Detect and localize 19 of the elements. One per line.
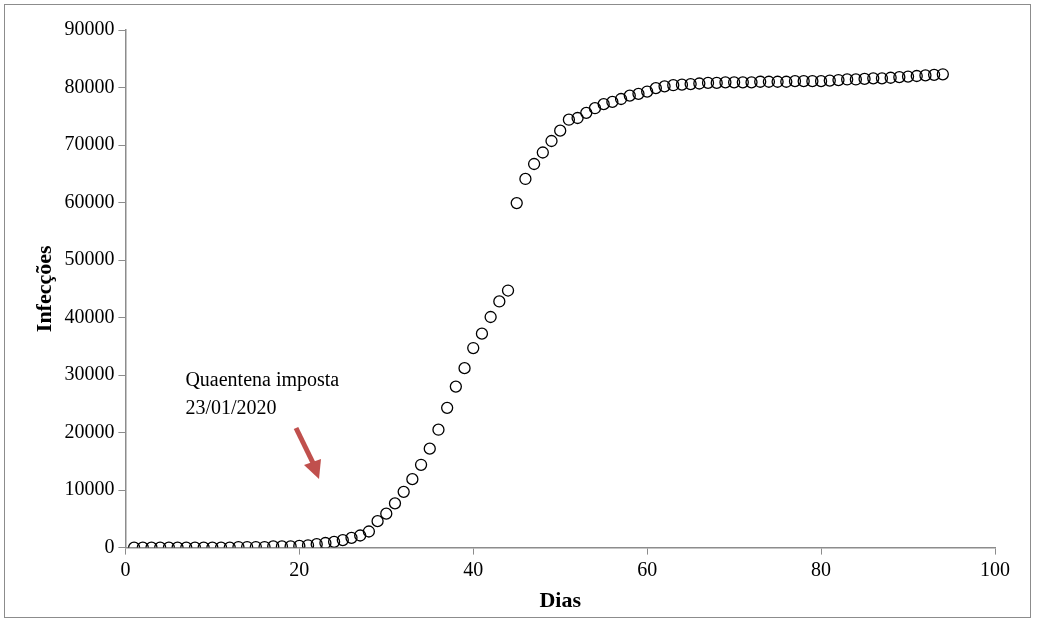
y-tick-label: 60000 bbox=[64, 189, 115, 212]
y-tick-label: 30000 bbox=[64, 362, 115, 385]
y-tick-label: 20000 bbox=[64, 419, 115, 442]
y-tick-label: 0 bbox=[104, 534, 115, 557]
y-tick-label: 40000 bbox=[64, 304, 115, 327]
x-axis-title: Dias bbox=[539, 587, 582, 613]
x-tick-label: 20 bbox=[289, 557, 310, 580]
y-tick-label: 90000 bbox=[64, 17, 115, 40]
y-axis-title: Infecções bbox=[30, 244, 56, 333]
x-tick-label: 100 bbox=[980, 557, 1010, 580]
x-tick-label: 80 bbox=[811, 557, 832, 580]
annotation: Quaentena imposta 23/01/2020 bbox=[185, 368, 340, 418]
x-tick-label: 40 bbox=[463, 557, 484, 580]
y-tick-label: 10000 bbox=[64, 477, 115, 500]
x-tick-label: 0 bbox=[120, 557, 131, 580]
y-tick-label: 50000 bbox=[64, 247, 115, 270]
y-tick-label: 80000 bbox=[64, 74, 115, 97]
y-tick-label: 70000 bbox=[64, 132, 115, 155]
x-tick-label: 60 bbox=[637, 557, 658, 580]
